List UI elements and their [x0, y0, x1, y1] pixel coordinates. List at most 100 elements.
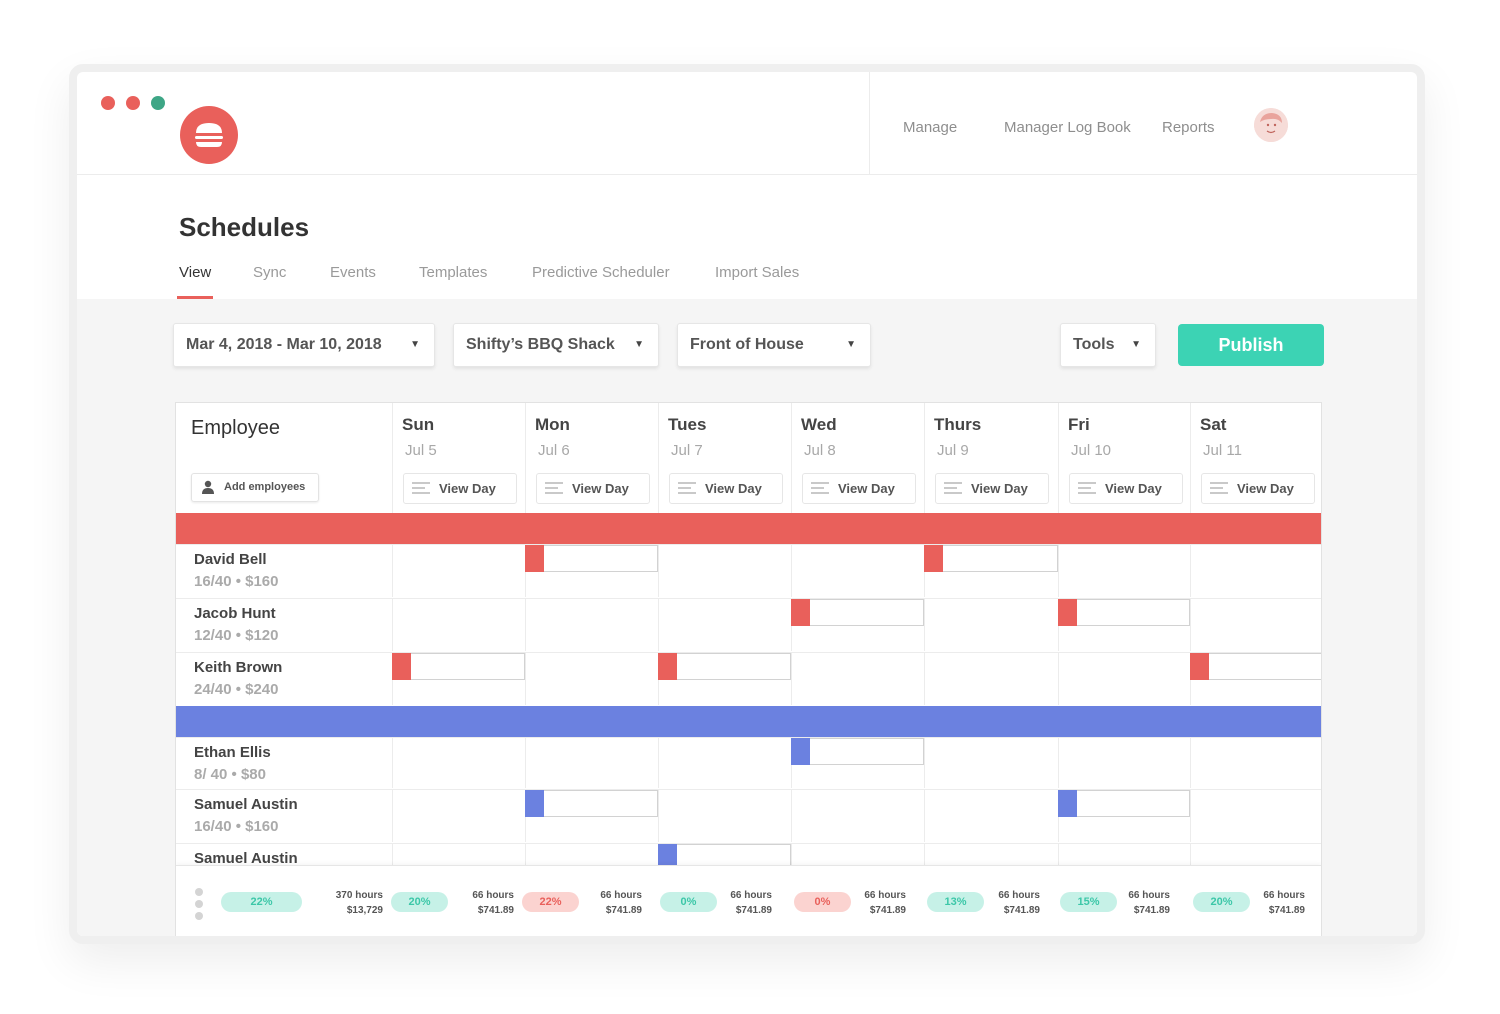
- nav-reports[interactable]: Reports: [1162, 119, 1215, 136]
- column-divider: [791, 653, 792, 705]
- view-day-button[interactable]: View Day: [1201, 473, 1315, 504]
- tab-events[interactable]: Events: [330, 264, 376, 281]
- view-day-button[interactable]: View Day: [802, 473, 916, 504]
- page-title: Schedules: [179, 212, 310, 242]
- shift-block[interactable]: [791, 599, 924, 626]
- group-color-bar: [176, 706, 1321, 737]
- nav-manager-log-book[interactable]: Manager Log Book: [1004, 119, 1131, 136]
- shift-block[interactable]: [392, 653, 525, 680]
- employee-hours: 8/ 40 • $80: [194, 766, 266, 783]
- header-divider: [77, 174, 1417, 175]
- nav-manage[interactable]: Manage: [903, 119, 958, 136]
- caret-down-icon: ▼: [1131, 339, 1141, 350]
- schedule-grid: Employee Add employees Sun Jul 5 View Day M…: [175, 402, 1322, 936]
- department-label: Front of House: [690, 336, 804, 353]
- employee-hours: 12/40 • $120: [194, 627, 279, 644]
- more-dot[interactable]: [195, 912, 203, 920]
- list-lines-icon: [412, 482, 430, 494]
- view-day-button[interactable]: View Day: [536, 473, 650, 504]
- hours-total: 66 hours: [864, 890, 906, 901]
- employee-row: Jacob Hunt 12/40 • $120: [176, 598, 1321, 651]
- column-divider: [658, 545, 659, 597]
- employee-header-label: Employee: [191, 417, 280, 439]
- publish-button[interactable]: Publish: [1178, 324, 1324, 366]
- more-dot[interactable]: [195, 900, 203, 908]
- column-divider: [924, 599, 925, 651]
- cost-total: $741.89: [477, 905, 514, 916]
- employee-name[interactable]: David Bell: [194, 551, 267, 568]
- maximize-window-button[interactable]: [151, 96, 165, 110]
- labor-percent-badge: 22%: [221, 892, 302, 912]
- employee-name[interactable]: Keith Brown: [194, 659, 283, 676]
- column-divider: [1190, 599, 1191, 651]
- column-divider: [392, 545, 393, 597]
- minimize-window-button[interactable]: [126, 96, 140, 110]
- add-employees-button[interactable]: Add employees: [191, 473, 319, 502]
- column-divider: [658, 790, 659, 842]
- more-dot[interactable]: [195, 888, 203, 896]
- day-date: Jul 10: [1071, 442, 1112, 459]
- hours-cost-summary: 66 hours $741.89: [864, 888, 906, 918]
- column-divider: [1058, 653, 1059, 705]
- shift-block[interactable]: [525, 790, 658, 817]
- shift-block[interactable]: [1058, 599, 1190, 626]
- column-divider: [924, 738, 925, 788]
- date-range-dropdown[interactable]: Mar 4, 2018 - Mar 10, 2018 ▼: [173, 323, 435, 367]
- shift-block[interactable]: [924, 545, 1058, 572]
- labor-percent-badge: 13%: [927, 892, 984, 912]
- list-lines-icon: [1210, 482, 1228, 494]
- cost-total: $741.89: [1268, 905, 1305, 916]
- hours-total: 66 hours: [1263, 890, 1305, 901]
- labor-percent-badge: 15%: [1060, 892, 1117, 912]
- view-day-button[interactable]: View Day: [403, 473, 517, 504]
- day-name: Tues: [668, 415, 707, 434]
- day-header-fri: Fri Jul 10 View Day: [1058, 403, 1190, 513]
- employee-hours: 24/40 • $240: [194, 681, 279, 698]
- day-date: Jul 9: [937, 442, 969, 459]
- day-header-tues: Tues Jul 7 View Day: [658, 403, 791, 513]
- tools-dropdown[interactable]: Tools ▼: [1060, 323, 1156, 367]
- employee-name[interactable]: Jacob Hunt: [194, 605, 276, 622]
- view-day-label: View Day: [1105, 481, 1162, 496]
- day-name: Fri: [1068, 415, 1090, 434]
- column-divider: [392, 790, 393, 842]
- view-day-label: View Day: [572, 481, 629, 496]
- tab-sync[interactable]: Sync: [253, 264, 287, 281]
- employee-name[interactable]: Ethan Ellis: [194, 744, 271, 761]
- shift-block[interactable]: [1058, 790, 1190, 817]
- user-avatar[interactable]: [1254, 108, 1288, 142]
- column-divider: [1058, 545, 1059, 597]
- tab-view[interactable]: View: [179, 264, 212, 281]
- hours-cost-summary: 66 hours $741.89: [730, 888, 772, 918]
- view-day-button[interactable]: View Day: [935, 473, 1049, 504]
- hours-total: 370 hours: [335, 890, 383, 901]
- view-day-button[interactable]: View Day: [1069, 473, 1183, 504]
- burger-logo-icon[interactable]: [180, 106, 238, 164]
- employee-row: Ethan Ellis 8/ 40 • $80: [176, 737, 1321, 788]
- location-dropdown[interactable]: Shifty’s BBQ Shack ▼: [453, 323, 659, 367]
- shift-color-marker: [1190, 653, 1209, 680]
- tab-import-sales[interactable]: Import Sales: [715, 264, 800, 281]
- close-window-button[interactable]: [101, 96, 115, 110]
- employee-name[interactable]: Samuel Austin: [194, 850, 298, 867]
- shift-block[interactable]: [525, 545, 658, 572]
- list-lines-icon: [545, 482, 563, 494]
- shift-color-marker: [791, 599, 810, 626]
- shift-color-marker: [658, 653, 677, 680]
- caret-down-icon: ▼: [846, 339, 856, 350]
- column-divider: [1190, 545, 1191, 597]
- view-day-label: View Day: [838, 481, 895, 496]
- employee-header: Employee Add employees: [176, 403, 392, 513]
- day-header-sat: Sat Jul 11 View Day: [1190, 403, 1321, 513]
- tab-predictive-scheduler[interactable]: Predictive Scheduler: [532, 264, 670, 281]
- employee-name[interactable]: Samuel Austin: [194, 796, 298, 813]
- day-name: Mon: [535, 415, 570, 434]
- shift-block[interactable]: [658, 653, 791, 680]
- view-day-button[interactable]: View Day: [669, 473, 783, 504]
- shift-block[interactable]: [791, 738, 924, 765]
- department-dropdown[interactable]: Front of House ▼: [677, 323, 871, 367]
- column-divider: [525, 738, 526, 788]
- tab-templates[interactable]: Templates: [419, 264, 488, 281]
- shift-block[interactable]: [1190, 653, 1321, 680]
- shift-color-marker: [1058, 790, 1077, 817]
